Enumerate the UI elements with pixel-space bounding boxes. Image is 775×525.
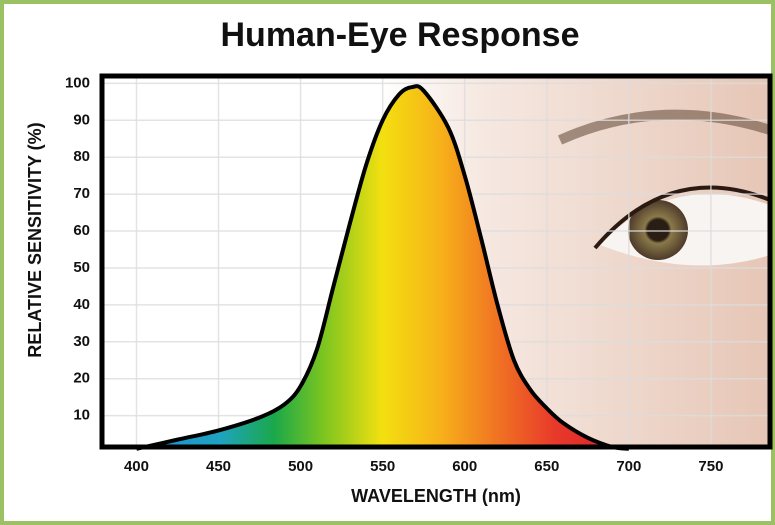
x-axis-label: WAVELENGTH (nm) [351, 486, 521, 506]
y-tick-label: 60 [73, 222, 90, 239]
y-tick-label: 90 [73, 111, 90, 128]
x-tick-label: 500 [288, 458, 313, 475]
y-tick-label: 10 [73, 407, 90, 424]
y-tick-label: 80 [73, 148, 90, 165]
y-tick-label: 50 [73, 259, 90, 276]
x-tick-label: 750 [698, 458, 723, 475]
x-tick-label: 700 [616, 458, 641, 475]
x-tick-label: 450 [206, 458, 231, 475]
y-tick-label: 100 [65, 74, 90, 91]
chart: Human-Eye Response WAVELENGTH (nm) RELAT… [0, 0, 775, 525]
x-tick-label: 600 [452, 458, 477, 475]
x-tick-label: 400 [124, 458, 149, 475]
y-tick-label: 20 [73, 370, 90, 387]
y-tick-label: 30 [73, 333, 90, 350]
x-tick-label: 550 [370, 458, 395, 475]
y-tick-label: 40 [73, 296, 90, 313]
chart-title: Human-Eye Response [221, 16, 580, 54]
y-axis-label: RELATIVE SENSITIVITY (%) [25, 122, 45, 357]
y-tick-label: 70 [73, 185, 90, 202]
x-tick-label: 650 [534, 458, 559, 475]
